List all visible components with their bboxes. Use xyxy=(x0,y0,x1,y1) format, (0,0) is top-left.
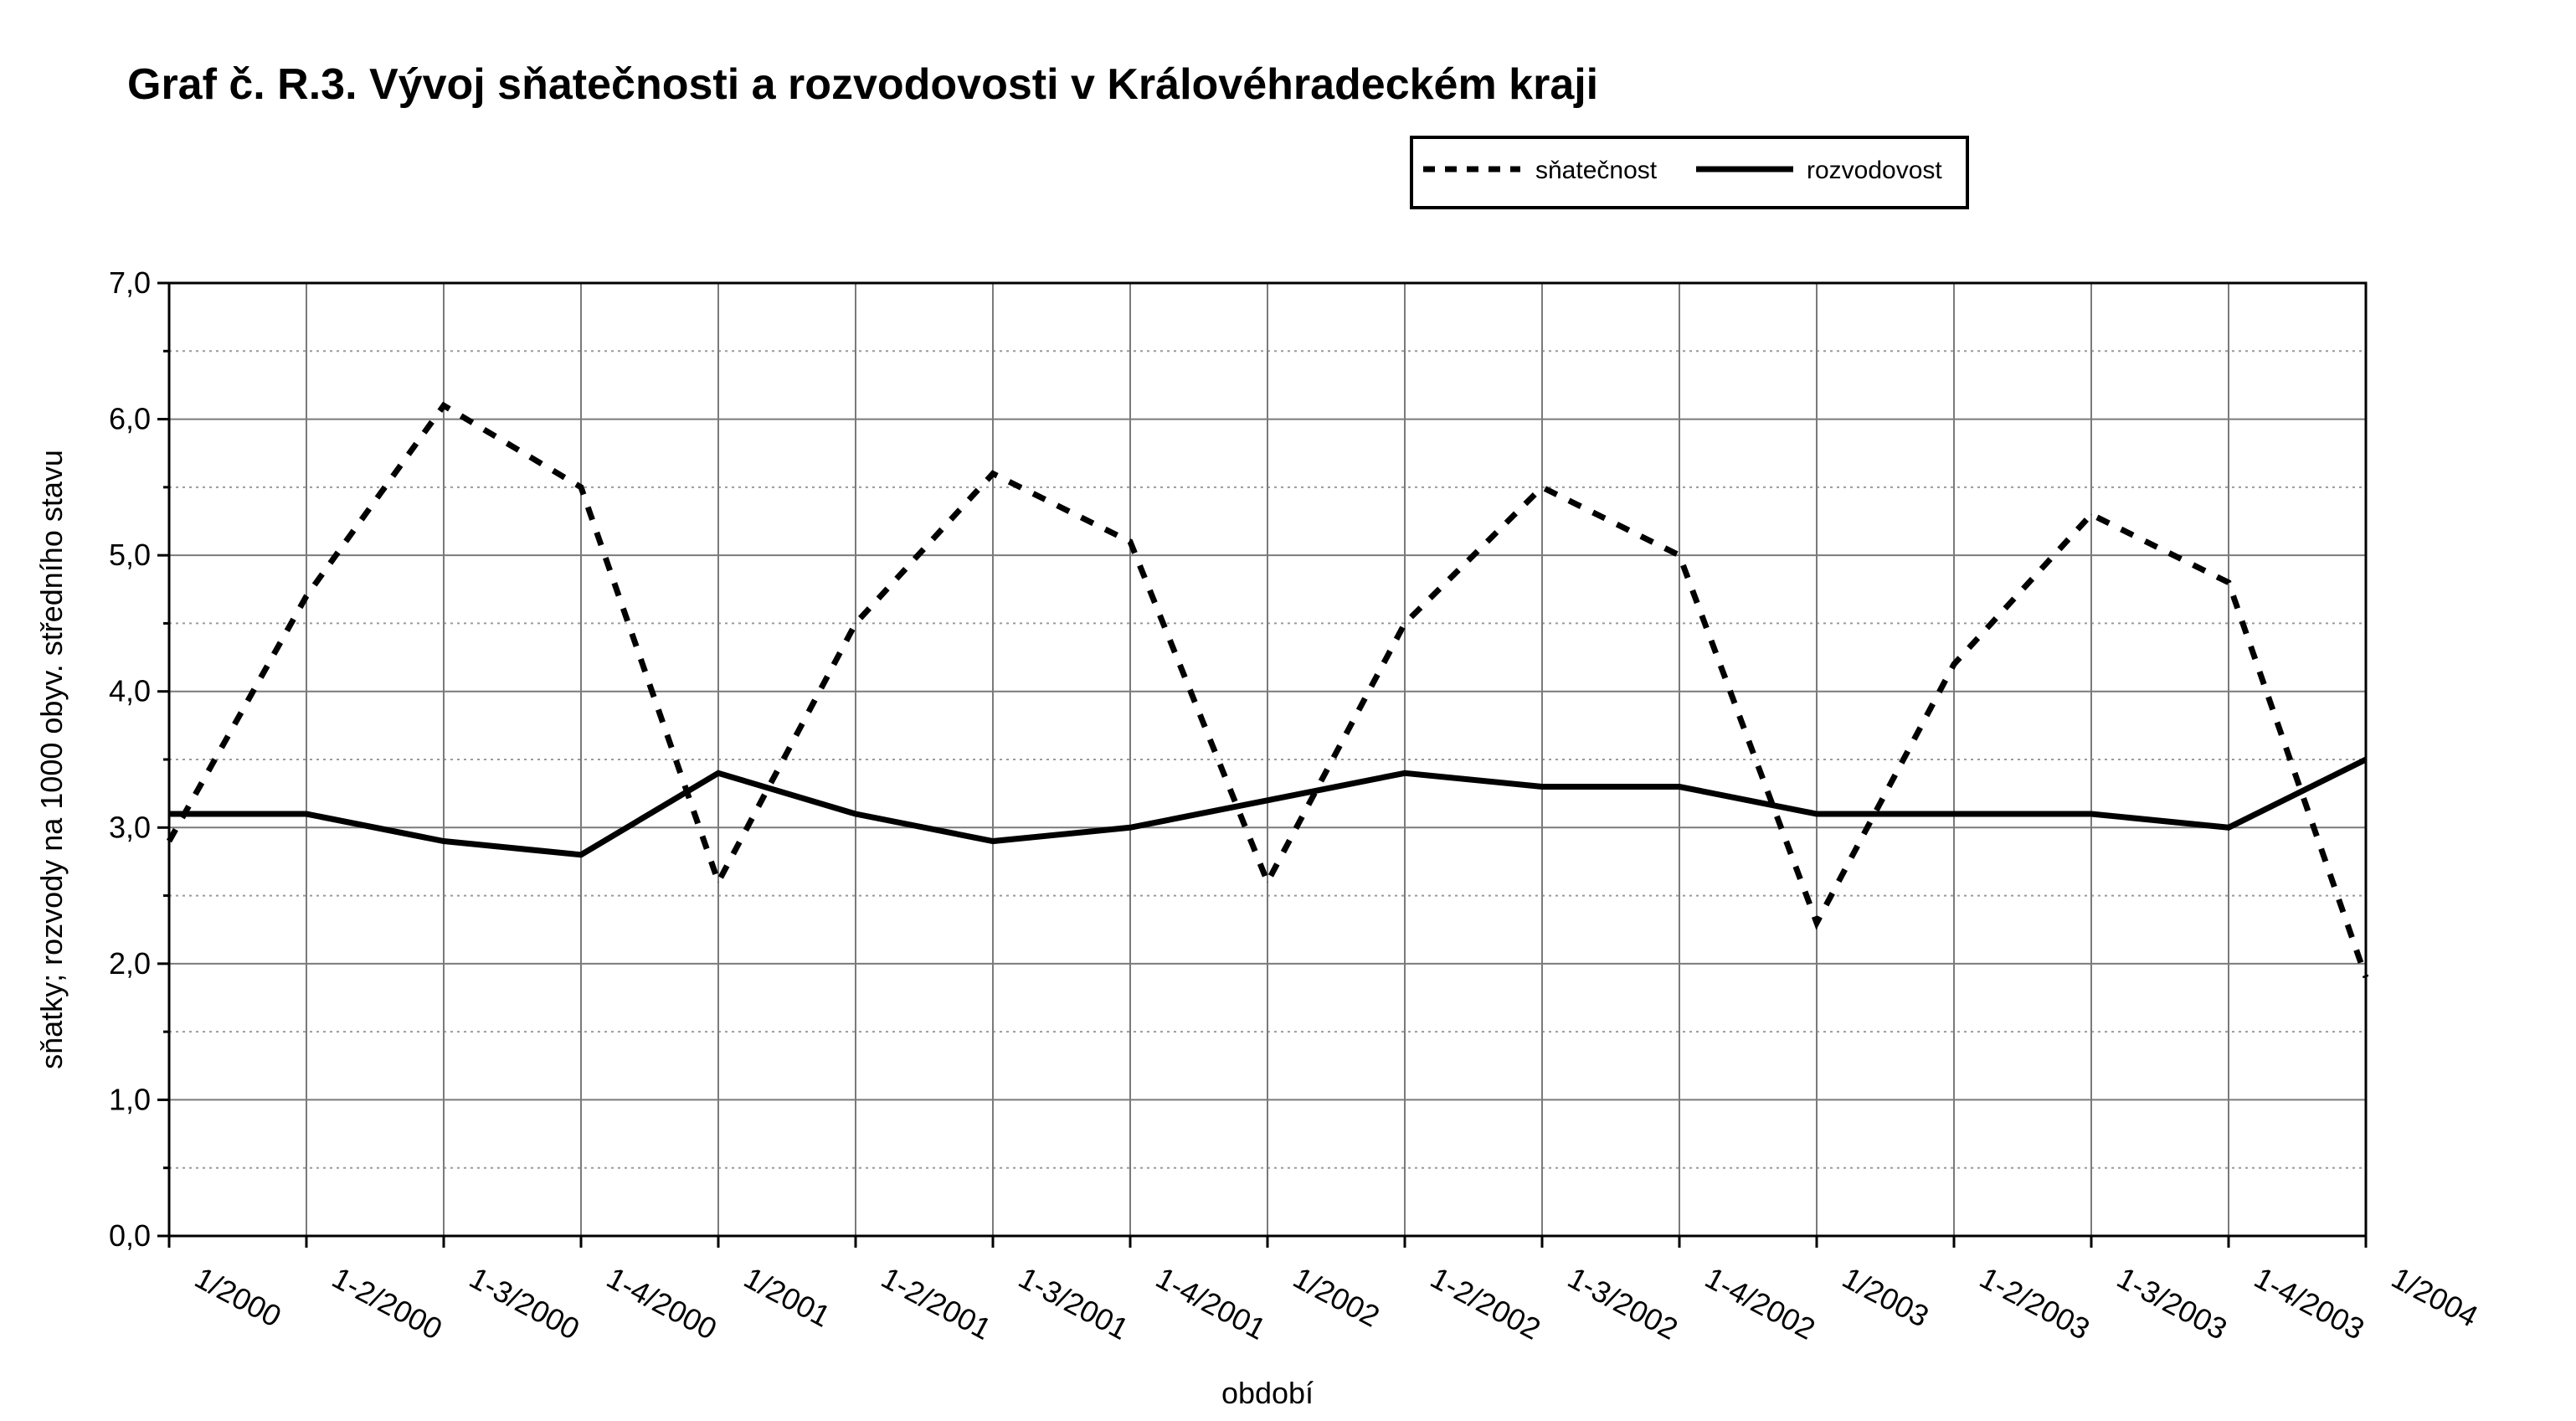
data-point xyxy=(1541,786,1543,788)
x-tick-label: 1-2/2000 xyxy=(326,1260,448,1346)
data-point xyxy=(1267,881,1268,883)
x-tick-labels: 1/2000 1-2/2000 1-3/2000 1-4/2000 1/2001 1-2/… xyxy=(189,1260,2483,1346)
legend-label-snatecnost: sňatečnost xyxy=(1535,157,1658,184)
x-tick-label: 1-3/2001 xyxy=(1013,1260,1134,1346)
data-point xyxy=(1816,813,1818,815)
data-point xyxy=(1953,663,1955,665)
data-point xyxy=(1404,772,1406,774)
x-tick-label: 1-4/2002 xyxy=(1699,1260,1821,1346)
x-tick-label: 1-3/2002 xyxy=(1562,1260,1684,1346)
x-tick-label: 1-3/2000 xyxy=(464,1260,585,1346)
x-tick-label: 1-2/2002 xyxy=(1425,1260,1546,1346)
y-tick-label: 0,0 xyxy=(109,1218,151,1253)
x-axis-label: období xyxy=(1221,1376,1314,1410)
data-point xyxy=(1404,622,1406,624)
y-tick-label: 4,0 xyxy=(109,674,151,708)
series-lines xyxy=(166,401,2369,979)
x-tick-label: 1/2002 xyxy=(1288,1260,1385,1334)
data-point xyxy=(992,841,994,842)
data-point xyxy=(2365,759,2367,760)
data-point xyxy=(1953,813,1955,815)
data-point xyxy=(443,404,445,406)
data-point xyxy=(306,813,307,815)
data-point xyxy=(1129,541,1131,543)
data-point xyxy=(2365,976,2367,978)
x-tick-label: 1-4/2001 xyxy=(1150,1260,1272,1346)
x-tick-label: 1-3/2003 xyxy=(2111,1260,2233,1346)
legend: sňatečnost rozvodovost xyxy=(1410,136,1969,209)
chart-title: Graf č. R.3. Vývoj sňatečnosti a rozvodo… xyxy=(127,60,1598,109)
legend-box xyxy=(1410,136,1969,209)
y-tick-label: 3,0 xyxy=(109,810,151,844)
legend-label-rozvodovost: rozvodovost xyxy=(1807,157,1942,184)
y-tick-label: 6,0 xyxy=(109,402,151,436)
data-point xyxy=(306,595,307,597)
gridlines xyxy=(169,283,2366,1236)
data-point xyxy=(443,841,445,842)
x-tick-label: 1/2000 xyxy=(189,1260,286,1334)
y-tick-labels: 0,0 1,0 2,0 3,0 4,0 5,0 6,0 7,0 xyxy=(109,265,151,1253)
y-tick-label: 5,0 xyxy=(109,538,151,572)
x-tick-label: 1-2/2003 xyxy=(1974,1260,2095,1346)
data-point xyxy=(1679,786,1680,788)
data-point xyxy=(992,473,994,475)
data-point xyxy=(717,881,719,883)
y-tick-label: 7,0 xyxy=(109,265,151,300)
data-point xyxy=(168,813,170,815)
y-axis-label: sňatky; rozvody na 1000 obyv. středního … xyxy=(34,450,69,1069)
x-tick-label: 1/2003 xyxy=(1837,1260,1934,1334)
data-point xyxy=(1267,800,1268,801)
data-point xyxy=(168,841,170,842)
x-tick-label: 1-4/2003 xyxy=(2249,1260,2370,1346)
x-tick-label: 1-4/2000 xyxy=(601,1260,722,1346)
series-line-snatecnost xyxy=(166,401,2369,979)
data-point xyxy=(717,772,719,774)
data-point xyxy=(2090,813,2092,815)
x-tick-label: 1-2/2001 xyxy=(876,1260,997,1346)
data-point xyxy=(1129,826,1131,828)
x-tick-label: 1/2001 xyxy=(738,1260,836,1334)
data-point xyxy=(1816,922,1818,924)
data-point xyxy=(2090,513,2092,515)
data-point xyxy=(1679,554,1680,556)
y-tick-label: 1,0 xyxy=(109,1082,151,1116)
x-tick-label: 1/2004 xyxy=(2386,1260,2483,1334)
data-point xyxy=(580,854,582,856)
y-tick-label: 2,0 xyxy=(109,946,151,981)
